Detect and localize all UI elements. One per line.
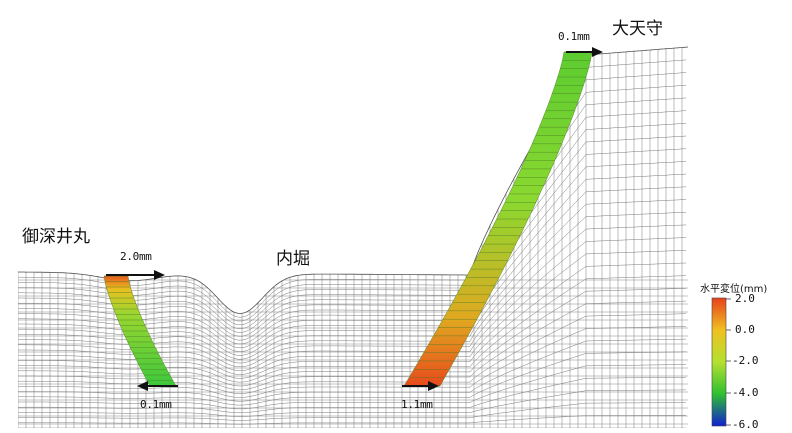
arrow-right-top — [566, 47, 603, 57]
displacement-left-top: 2.0mm — [120, 250, 152, 263]
ground-surface-outline — [17, 46, 689, 314]
area-label-uchibori: 内堀 — [276, 249, 310, 269]
displacement-right-top: 0.1mm — [558, 30, 590, 43]
colorbar-tick-label: 0.0 — [735, 323, 755, 336]
mesh-grid — [18, 47, 688, 428]
colorbar-title: 水平変位(mm) — [700, 284, 768, 295]
colorbar-tick-label: -6.0 — [732, 418, 759, 431]
arrow-left-top — [106, 270, 165, 280]
colorbar-tick-label: -2.0 — [732, 354, 759, 367]
right-wall-mesh — [404, 51, 592, 387]
colorbar-tick-label: 2.0 — [735, 292, 755, 305]
area-label-gofukei-maru: 御深井丸 — [22, 227, 90, 247]
colorbar — [711, 297, 727, 427]
arrow-right-bottom — [402, 381, 439, 391]
colorbar-ticks — [726, 298, 731, 426]
displacement-right-bottom: 1.1mm — [401, 398, 433, 411]
arrow-left-bottom — [137, 381, 178, 391]
left-wall-mesh — [104, 275, 176, 387]
colorbar-tick-label: -4.0 — [732, 386, 759, 399]
area-label-daitenshu: 大天守 — [612, 19, 663, 39]
displacement-left-bottom: 0.1mm — [140, 398, 172, 411]
